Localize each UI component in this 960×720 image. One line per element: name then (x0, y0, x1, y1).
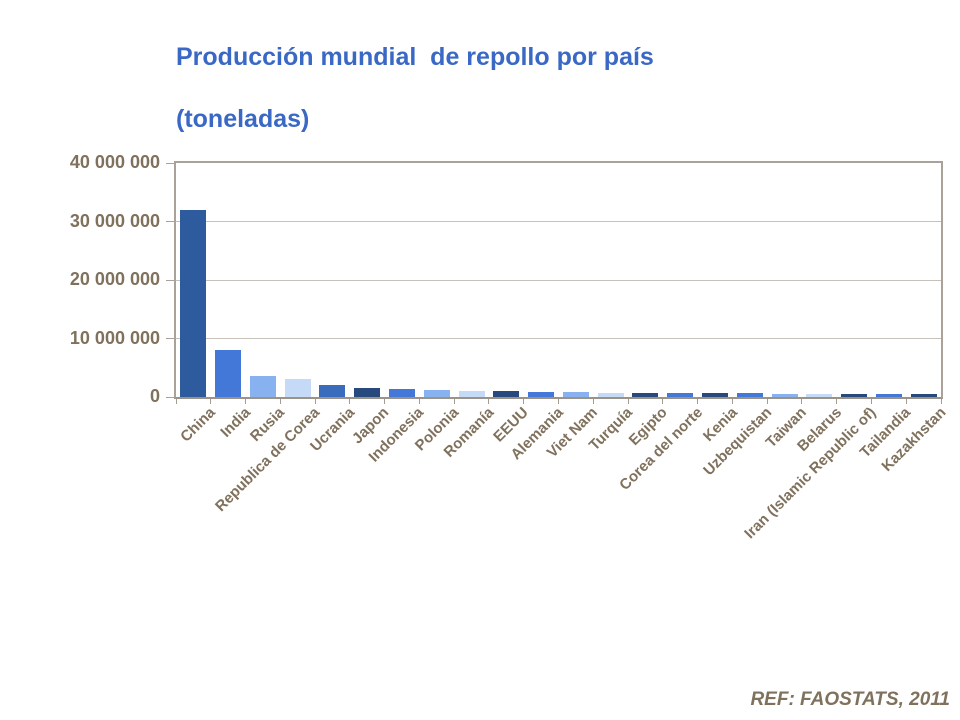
chart-title: Producción mundial de repollo por país (… (176, 42, 736, 135)
bar-taiwan (771, 394, 798, 397)
x-axis-tick (175, 399, 177, 404)
x-axis-tick (905, 399, 907, 404)
x-axis-label-india: India (216, 404, 254, 441)
x-axis-tick (558, 399, 559, 404)
bar-alemania (528, 392, 555, 397)
gridline-30000000 (176, 221, 941, 222)
x-axis-tick (279, 399, 281, 404)
y-axis-tick (166, 338, 174, 339)
bar-iran-islamic-republic-of- (841, 394, 868, 397)
x-axis-label-china: China (177, 404, 219, 446)
gridline-20000000 (176, 279, 941, 281)
x-axis-tick (592, 399, 594, 404)
x-axis-tick (801, 399, 803, 404)
plot-area (174, 161, 943, 399)
y-axis-tick (166, 162, 174, 164)
x-axis-tick (314, 399, 316, 404)
x-axis-tick (662, 399, 664, 404)
bar-viet-nam (562, 392, 589, 397)
x-axis-tick (870, 399, 872, 404)
source-reference: REF: FAOSTATS, 2011 (750, 689, 950, 710)
x-axis-tick (627, 399, 629, 404)
bar-kenia (701, 393, 728, 397)
bar-india (215, 350, 242, 397)
bar-indonesia (389, 389, 416, 397)
y-axis-tick (166, 279, 174, 281)
bar-belarus (806, 394, 833, 397)
bar-republica-de-corea (284, 379, 311, 397)
x-axis-tick (418, 399, 420, 404)
bar-kazakhstan (910, 394, 937, 397)
y-axis-tick (166, 396, 174, 398)
x-axis-tick (731, 399, 733, 404)
chart-title-line1: Producción mundial de repollo por país (176, 43, 654, 71)
gridline-10000000 (176, 338, 941, 339)
y-axis-tick (166, 221, 174, 222)
bar-roman-a (458, 391, 485, 397)
x-axis-tick (766, 399, 768, 404)
x-axis-tick (940, 399, 942, 404)
y-axis-label-30000000: 30 000 000 (69, 210, 160, 231)
x-axis-tick (488, 399, 490, 404)
bar-polonia (423, 390, 450, 397)
chart-title-line2: (toneladas) (176, 105, 310, 133)
y-axis-label-10000000: 10 000 000 (69, 327, 160, 348)
x-axis-tick (523, 399, 525, 404)
bar-tailandia (875, 394, 902, 397)
x-axis-tick (349, 399, 351, 404)
x-axis-tick (245, 399, 247, 404)
bar-rusia (249, 376, 276, 397)
bar-turqu-a (597, 393, 624, 397)
y-axis-label-40000000: 40 000 000 (69, 152, 160, 172)
x-axis-tick (836, 399, 838, 404)
bar-eeuu (493, 391, 520, 397)
y-axis-label-0: 0 (149, 386, 160, 406)
bar-egipto (632, 393, 659, 397)
bar-ucrania (319, 385, 346, 397)
x-axis-tick (453, 399, 455, 404)
x-axis-tick (697, 399, 699, 404)
bar-uzbequistan (736, 393, 763, 397)
y-axis-label-20000000: 20 000 000 (69, 269, 160, 289)
bar-corea-del-norte (667, 393, 694, 397)
bar-japon (354, 388, 381, 397)
bar-china (180, 210, 207, 397)
x-axis-tick (384, 399, 386, 404)
x-axis-tick (210, 399, 212, 404)
